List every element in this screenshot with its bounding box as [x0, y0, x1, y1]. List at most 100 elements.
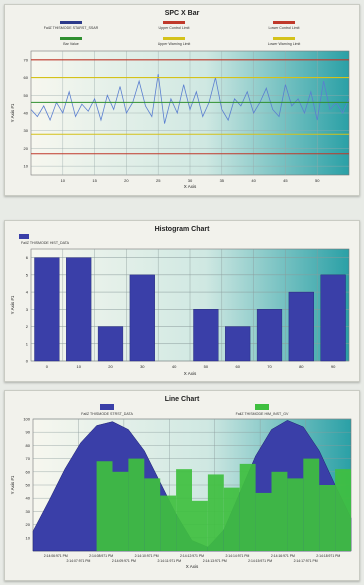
spc-xbar-chart: SPC X Bar FailZ THISMODE STARST_SSAR Upper… — [10, 10, 350, 189]
y-tick-label: 3 — [26, 307, 29, 312]
chart-title: SPC X Bar — [165, 10, 200, 17]
y-axis-label: Y Axis #1 — [10, 103, 15, 122]
y-tick-label: 20 — [24, 146, 29, 151]
legend-swatch — [273, 21, 295, 24]
x-axis-label: X Axis — [186, 564, 199, 569]
area-series-green — [319, 485, 336, 551]
x-tick-label: 10 — [76, 364, 81, 369]
area-series-green — [192, 500, 208, 551]
x-tick-label: 20 — [124, 178, 129, 183]
x-tick-label: 2:14:10:971 PM — [135, 554, 159, 558]
histogram-panel: Histogram Chart FailZ THISMODE HIST_DATA 0… — [4, 220, 360, 382]
legend-swatch — [19, 234, 29, 239]
histogram-bar — [129, 274, 155, 362]
x-tick-label: 0 — [46, 364, 49, 369]
y-tick-label: 6 — [26, 255, 29, 260]
y-tick-label: 50 — [24, 93, 29, 98]
histogram-bar — [225, 326, 251, 362]
histogram-bar — [193, 309, 219, 362]
x-axis-label: X Axis — [184, 371, 197, 376]
x-tick-label: 2:14:18:971 PM — [316, 554, 340, 558]
y-tick-label: 30 — [24, 128, 29, 133]
area-series-green — [96, 461, 113, 551]
legend-label: FailZ THISMODE HIM_INST_GV — [236, 412, 289, 416]
y-tick-label: 70 — [24, 57, 29, 62]
y-axis-label: Y Axis #1 — [10, 475, 15, 494]
histogram-bar — [320, 274, 346, 362]
y-axis-label: Y Axis #1 — [10, 295, 15, 314]
legend-label: Lower Control Limit — [269, 26, 300, 30]
y-tick-label: 90 — [26, 430, 31, 435]
legend-label: Lower Warning Limit — [268, 42, 301, 46]
x-tick-label: 2:14:16:971 PM — [271, 554, 295, 558]
area-series-green — [207, 474, 224, 551]
y-tick-label: 40 — [24, 111, 29, 116]
legend-swatch — [60, 37, 82, 40]
legend-label: Upper Control Limit — [159, 26, 190, 30]
x-tick-label: 2:14:12:971 PM — [180, 554, 204, 558]
x-tick-label: 90 — [331, 364, 336, 369]
chart-title: Line Chart — [165, 396, 200, 403]
y-tick-label: 10 — [24, 164, 29, 169]
area-series-green — [271, 471, 288, 551]
y-tick-label: 4 — [26, 290, 29, 295]
x-tick-label: 2:14:14:971 PM — [225, 554, 249, 558]
y-tick-label: 5 — [26, 272, 29, 277]
x-tick-label: 2:14:06:971 PM — [44, 554, 68, 558]
legend-label: FailZ THISMODE HIST_DATA — [21, 241, 70, 245]
x-tick-label: 2:14:09:971 PM — [112, 559, 136, 563]
y-tick-label: 30 — [26, 509, 31, 514]
histogram-bar — [97, 326, 124, 362]
y-tick-label: 70 — [26, 456, 31, 461]
histogram-bar — [256, 309, 283, 362]
x-tick-label: 30 — [140, 364, 145, 369]
area-series-green — [128, 458, 145, 551]
x-tick-label: 2:14:13:971 PM — [203, 559, 227, 563]
legend-label: FailZ THISMODE STRST_DATA — [81, 412, 133, 416]
histogram-bar — [34, 257, 60, 362]
x-axis-label: X Axis — [184, 184, 197, 189]
x-tick-label: 2:14:17:971 PM — [294, 559, 318, 563]
histogram-chart: Histogram Chart FailZ THISMODE HIST_DATA 0… — [10, 226, 350, 376]
histogram-bar — [66, 257, 92, 362]
x-tick-label: 2:14:08:971 PM — [89, 554, 113, 558]
x-tick-label: 10 — [61, 178, 66, 183]
x-tick-label: 15 — [92, 178, 97, 183]
histogram-bar — [288, 291, 314, 362]
area-series-green — [112, 471, 129, 551]
x-tick-label: 30 — [188, 178, 193, 183]
y-tick-label: 40 — [26, 496, 31, 501]
x-tick-label: 2:14:07:971 PM — [66, 559, 90, 563]
y-tick-label: 50 — [26, 483, 31, 488]
area-series-green — [160, 495, 177, 551]
area-series-green — [176, 469, 192, 551]
legend-swatch — [163, 37, 185, 40]
y-tick-label: 60 — [24, 75, 29, 80]
y-tick-label: 60 — [26, 469, 31, 474]
x-tick-label: 80 — [299, 364, 304, 369]
legend-label: FailZ THISMODE STARST_SSAR — [44, 26, 99, 30]
x-tick-label: 40 — [251, 178, 256, 183]
x-tick-label: 2:14:15:971 PM — [248, 559, 272, 563]
x-tick-label: 25 — [156, 178, 161, 183]
area-series-green — [223, 487, 240, 551]
legend-swatch — [163, 21, 185, 24]
x-tick-label: 2:14:11:971 PM — [157, 559, 181, 563]
legend-swatch — [255, 404, 269, 410]
area-series-green — [144, 478, 161, 551]
spc-xbar-panel: SPC X Bar FailZ THISMODE STARST_SSAR Upper… — [4, 4, 360, 196]
legend-label: Upper Warning Limit — [158, 42, 191, 46]
legend-label: Bar Value — [63, 42, 79, 46]
y-tick-label: 2 — [26, 324, 29, 329]
chart-title: Histogram Chart — [155, 226, 211, 233]
x-tick-label: 60 — [235, 364, 240, 369]
y-tick-label: 80 — [26, 443, 31, 448]
x-tick-label: 40 — [172, 364, 177, 369]
line-chart-panel: Line Chart FailZ THISMODE STRST_DATA FailZ… — [4, 390, 360, 581]
x-tick-label: 50 — [315, 178, 320, 183]
area-series-green — [335, 469, 351, 551]
y-tick-label: 20 — [26, 522, 31, 527]
line-chart: Line Chart FailZ THISMODE STRST_DATA FailZ… — [10, 396, 352, 569]
y-tick-label: 100 — [23, 417, 30, 422]
y-tick-label: 1 — [26, 341, 29, 346]
